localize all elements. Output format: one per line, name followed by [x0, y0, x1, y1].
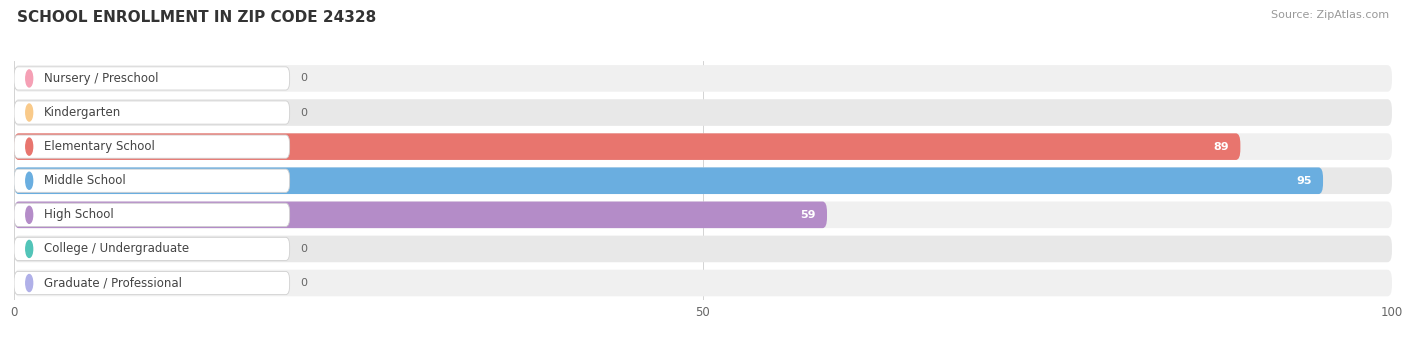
- FancyBboxPatch shape: [14, 270, 1392, 296]
- FancyBboxPatch shape: [14, 99, 1392, 126]
- FancyBboxPatch shape: [14, 202, 1392, 228]
- Text: College / Undergraduate: College / Undergraduate: [45, 242, 190, 255]
- FancyBboxPatch shape: [14, 236, 1392, 262]
- FancyBboxPatch shape: [14, 65, 1392, 92]
- FancyBboxPatch shape: [14, 133, 1392, 160]
- FancyBboxPatch shape: [14, 271, 290, 295]
- Text: Graduate / Professional: Graduate / Professional: [45, 277, 183, 290]
- FancyBboxPatch shape: [14, 167, 1323, 194]
- Circle shape: [25, 172, 32, 189]
- Circle shape: [25, 206, 32, 223]
- Text: 0: 0: [301, 73, 308, 84]
- Text: 59: 59: [800, 210, 815, 220]
- Text: High School: High School: [45, 208, 114, 221]
- Circle shape: [25, 240, 32, 257]
- FancyBboxPatch shape: [14, 135, 290, 158]
- FancyBboxPatch shape: [14, 202, 827, 228]
- Text: Elementary School: Elementary School: [45, 140, 155, 153]
- FancyBboxPatch shape: [14, 169, 290, 192]
- Text: 0: 0: [301, 107, 308, 118]
- Text: Source: ZipAtlas.com: Source: ZipAtlas.com: [1271, 10, 1389, 20]
- Circle shape: [25, 275, 32, 292]
- Text: 0: 0: [301, 278, 308, 288]
- Text: 0: 0: [301, 244, 308, 254]
- Text: 89: 89: [1213, 142, 1229, 152]
- Circle shape: [25, 138, 32, 155]
- FancyBboxPatch shape: [14, 67, 290, 90]
- Text: Nursery / Preschool: Nursery / Preschool: [45, 72, 159, 85]
- Circle shape: [25, 70, 32, 87]
- FancyBboxPatch shape: [14, 133, 1240, 160]
- Text: 95: 95: [1296, 176, 1312, 186]
- Text: Middle School: Middle School: [45, 174, 127, 187]
- Text: SCHOOL ENROLLMENT IN ZIP CODE 24328: SCHOOL ENROLLMENT IN ZIP CODE 24328: [17, 10, 377, 25]
- Circle shape: [25, 104, 32, 121]
- FancyBboxPatch shape: [14, 203, 290, 226]
- FancyBboxPatch shape: [14, 101, 290, 124]
- FancyBboxPatch shape: [14, 237, 290, 261]
- Text: Kindergarten: Kindergarten: [45, 106, 122, 119]
- FancyBboxPatch shape: [14, 167, 1392, 194]
